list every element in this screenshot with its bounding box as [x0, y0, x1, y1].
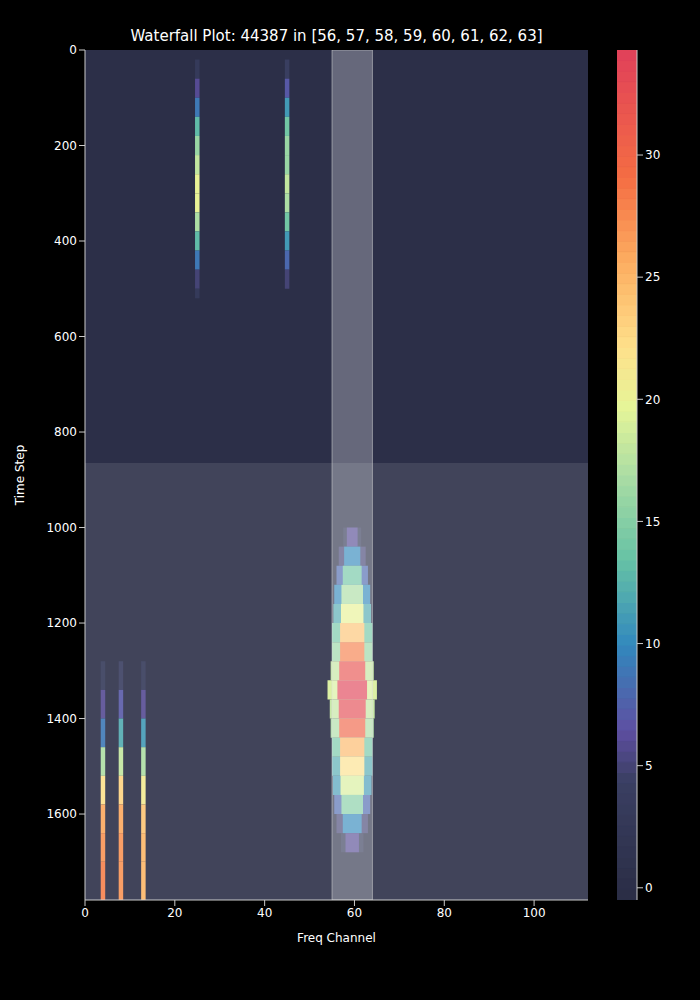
svg-text:0: 0	[69, 43, 77, 57]
svg-text:800: 800	[54, 425, 77, 439]
html-text:Waterfall Plot: 44387 in [56,: Waterfall Plot: 44387 in [56, 57, 58, 59…	[130, 27, 543, 45]
svg-text:0: 0	[81, 906, 89, 920]
svg-text:1400: 1400	[46, 712, 77, 726]
svg-text:Freq Channel: Freq Channel	[297, 931, 376, 945]
svg-text:30: 30	[645, 148, 660, 162]
svg-text:1200: 1200	[46, 616, 77, 630]
svg-text:1000: 1000	[46, 521, 77, 535]
svg-text:600: 600	[54, 330, 77, 344]
svg-text:10: 10	[645, 637, 660, 651]
svg-text:25: 25	[645, 270, 660, 284]
svg-text:20: 20	[645, 393, 660, 407]
svg-text:0: 0	[645, 881, 653, 895]
svg-text:100: 100	[523, 906, 546, 920]
svg-text:60: 60	[347, 906, 362, 920]
svg-text:400: 400	[54, 234, 77, 248]
svg-text:15: 15	[645, 515, 660, 529]
svg-text:200: 200	[54, 139, 77, 153]
svg-text:40: 40	[257, 906, 272, 920]
svg-text:Time Step: Time Step	[13, 445, 27, 507]
svg-text:80: 80	[437, 906, 452, 920]
svg-text:20: 20	[167, 906, 182, 920]
svg-text:1600: 1600	[46, 807, 77, 821]
svg-text:5: 5	[645, 759, 653, 773]
